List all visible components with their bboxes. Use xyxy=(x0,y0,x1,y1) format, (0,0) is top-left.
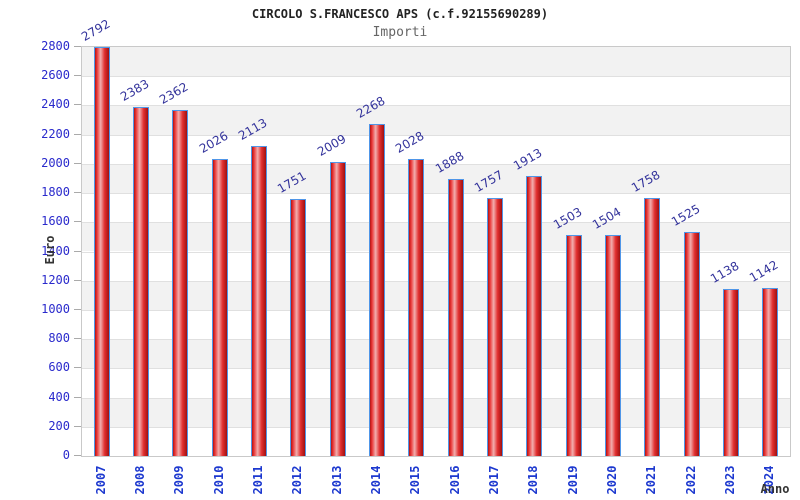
bar xyxy=(447,179,464,456)
x-tick-label: 2008 xyxy=(133,465,147,495)
bar xyxy=(133,106,149,456)
y-tick-label: 2800 xyxy=(41,39,70,53)
x-tick-label: 2014 xyxy=(369,465,383,495)
y-tick-label: 200 xyxy=(48,418,70,433)
y-tick-mark xyxy=(74,367,81,369)
y-tick-mark xyxy=(74,396,81,398)
y-tick-label: 1800 xyxy=(41,185,70,200)
x-tick-label: 2019 xyxy=(565,465,580,495)
y-tick-label: 0 xyxy=(62,448,70,462)
gridline xyxy=(82,76,790,78)
y-tick-label: 2000 xyxy=(41,155,70,170)
grid-band xyxy=(82,105,790,135)
y-tick-label: 800 xyxy=(48,331,70,346)
bar xyxy=(251,146,267,456)
y-tick-label: 1000 xyxy=(41,301,70,316)
x-axis-title: Anno xyxy=(760,482,790,496)
y-tick-mark xyxy=(74,338,81,340)
bar xyxy=(172,109,189,456)
y-tick-mark xyxy=(74,104,81,106)
gridline xyxy=(82,397,790,399)
y-tick-mark xyxy=(74,425,81,427)
y-tick-label: 2600 xyxy=(41,68,70,83)
y-tick-mark xyxy=(74,133,81,135)
gridline xyxy=(82,193,790,195)
bar xyxy=(408,158,425,456)
x-tick-label: 2016 xyxy=(447,465,462,495)
x-tick-label: 2018 xyxy=(526,465,541,495)
x-tick-label: 2007 xyxy=(93,465,108,495)
bar xyxy=(526,175,543,456)
grid-band xyxy=(82,280,790,310)
y-tick-mark xyxy=(74,46,81,47)
bar xyxy=(369,123,385,456)
x-tick-label: 2012 xyxy=(290,465,305,495)
x-tick-label: 2023 xyxy=(723,465,737,495)
bar xyxy=(329,161,346,456)
y-axis-title: Euro xyxy=(43,235,57,265)
gridline xyxy=(82,105,790,107)
y-tick-label: 600 xyxy=(48,360,70,375)
gridline xyxy=(82,426,790,428)
gridline xyxy=(82,368,790,370)
y-tick-mark xyxy=(74,162,81,164)
bar xyxy=(290,199,307,456)
bar xyxy=(762,288,779,456)
y-tick-label: 400 xyxy=(48,389,70,404)
grid-band xyxy=(82,222,790,252)
y-tick-mark xyxy=(74,455,81,456)
y-tick-mark xyxy=(74,192,81,194)
y-tick-label: 1600 xyxy=(41,214,70,229)
x-tick-label: 2010 xyxy=(211,465,226,495)
x-tick-label: 2017 xyxy=(487,465,501,495)
x-tick-label: 2013 xyxy=(329,465,344,495)
x-tick-label: 2015 xyxy=(408,465,423,495)
x-tick-label: 2009 xyxy=(172,465,187,495)
y-tick-label: 2200 xyxy=(41,126,70,141)
grid-band xyxy=(82,163,790,194)
bar xyxy=(723,288,739,456)
y-tick-mark xyxy=(74,75,81,77)
y-tick-mark xyxy=(74,308,81,310)
chart-subtitle: Importi xyxy=(372,25,428,40)
y-tick-mark xyxy=(74,250,81,252)
grid-band xyxy=(82,397,790,427)
gridline xyxy=(82,309,790,311)
y-tick-mark xyxy=(74,221,81,223)
x-tick-label: 2021 xyxy=(644,465,659,495)
bar xyxy=(644,198,661,456)
bar xyxy=(605,235,621,456)
bar xyxy=(487,198,503,456)
gridline xyxy=(82,134,790,136)
chart-title: CIRCOLO S.FRANCESCO APS (c.f.92155690289… xyxy=(251,7,549,21)
x-tick-label: 2022 xyxy=(683,465,698,495)
x-tick-label: 2011 xyxy=(251,465,265,495)
gridline xyxy=(82,339,790,341)
plot-area xyxy=(81,46,791,457)
y-tick-label: 1400 xyxy=(41,243,70,258)
y-tick-label: 1200 xyxy=(41,272,70,287)
gridline xyxy=(82,280,790,282)
grid-band xyxy=(82,339,790,369)
bar xyxy=(93,47,110,456)
bar xyxy=(211,159,228,456)
y-tick-label: 2400 xyxy=(41,97,70,112)
bar xyxy=(565,235,582,456)
bar xyxy=(683,232,700,456)
grid-band xyxy=(82,47,790,77)
x-tick-label: 2020 xyxy=(605,465,619,495)
gridline xyxy=(82,163,790,165)
gridline xyxy=(82,222,790,224)
gridline xyxy=(82,251,790,253)
y-tick-mark xyxy=(74,279,81,281)
